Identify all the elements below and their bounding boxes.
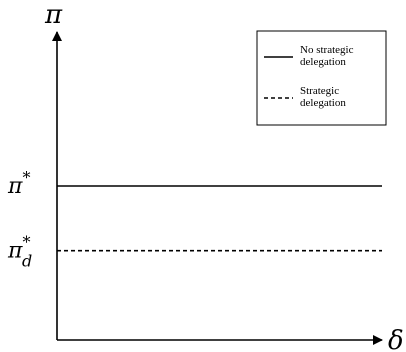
y-axis-label: π <box>44 0 63 30</box>
y-tick-label-0: π* <box>7 168 30 199</box>
y-tick-label-1: π* d <box>7 233 32 271</box>
legend: No strategic delegation Strategic delega… <box>256 30 387 126</box>
legend-label-0b: delegation <box>300 56 346 68</box>
legend-label-0a: No strategic <box>300 44 354 56</box>
legend-label-1b: delegation <box>300 97 346 109</box>
legend-box <box>256 30 387 126</box>
legend-label-1a: Strategic <box>300 85 339 97</box>
x-axis-label: δ <box>388 326 404 352</box>
